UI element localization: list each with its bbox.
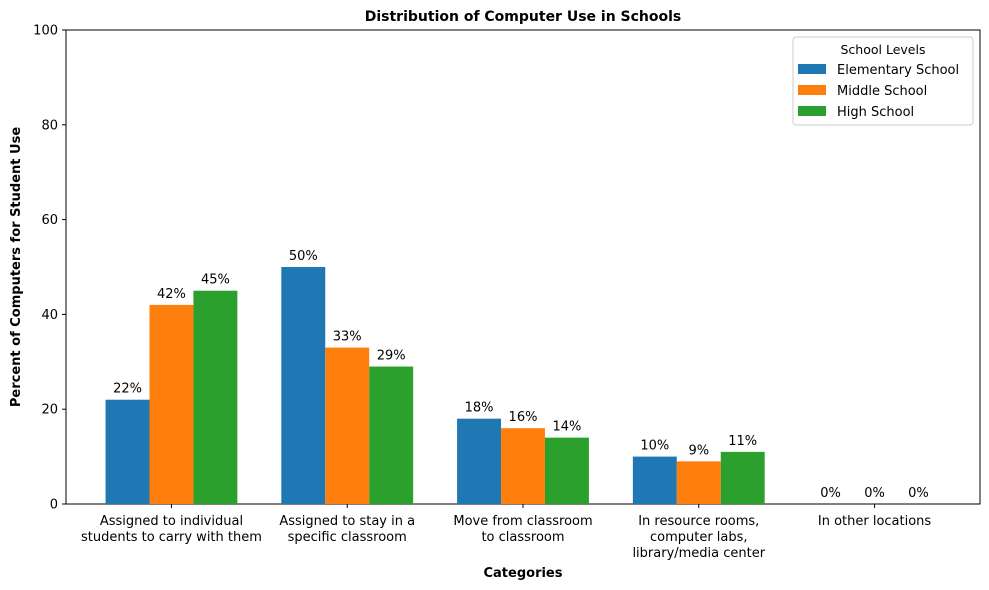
data-label: 10% (640, 439, 669, 454)
bar-1-2 (501, 428, 545, 504)
data-label: 0% (908, 486, 929, 501)
x-tick-label: Assigned to individual students to carry … (81, 514, 262, 545)
data-label: 18% (465, 401, 494, 416)
data-label: 14% (552, 420, 581, 435)
bar-2-2 (544, 437, 589, 504)
bar-1-3 (676, 461, 721, 504)
data-label: 11% (728, 434, 757, 449)
y-axis-label: Percent of Computers for Student Use (9, 127, 24, 407)
legend-box (792, 36, 974, 126)
bar-0-2 (457, 418, 502, 504)
y-tick-label: 100 (33, 24, 58, 39)
y-tick-label: 80 (41, 118, 58, 133)
legend-swatch-2 (798, 106, 826, 116)
data-label: 0% (864, 486, 885, 501)
y-tick-label: 0 (50, 498, 58, 513)
bar-0-0 (105, 399, 150, 504)
x-tick-label: Move from classroom to classroom (453, 514, 592, 545)
x-axis-label: Categories (483, 566, 562, 581)
data-label: 45% (201, 273, 230, 288)
data-label: 22% (113, 382, 142, 397)
bar-0-1 (281, 267, 326, 504)
y-tick-label: 60 (41, 213, 58, 228)
chart-title: Distribution of Computer Use in Schools (365, 9, 682, 25)
y-tick-label: 20 (41, 403, 58, 418)
data-label: 42% (157, 287, 186, 302)
bar-2-3 (720, 451, 765, 504)
legend-title: School Levels (841, 42, 926, 57)
data-label: 0% (820, 486, 841, 501)
bar-2-0 (193, 290, 238, 504)
data-label: 33% (333, 330, 362, 345)
x-tick-label: In other locations (818, 514, 932, 529)
legend-swatch-1 (798, 85, 826, 95)
data-label: 9% (688, 443, 709, 458)
legend-label-1: Middle School (837, 84, 927, 99)
data-label: 16% (509, 410, 538, 425)
bar-0-3 (632, 456, 677, 504)
bar-2-1 (369, 366, 414, 504)
plot-area: 0 20 40 60 80 100 Assigned to individual studen… (33, 24, 981, 561)
y-tick-label: 40 (41, 308, 58, 323)
x-tick-label: Assigned to stay in a specific classroom (279, 514, 415, 545)
legend: School Levels Elementary School Middle Sch… (792, 36, 974, 126)
legend-label-0: Elementary School (837, 63, 959, 78)
x-tick-label: In resource rooms, computer labs, library/… (632, 514, 765, 561)
bar-1-0 (149, 304, 194, 504)
bar-1-1 (325, 347, 370, 504)
legend-swatch-0 (798, 64, 826, 74)
legend-label-2: High School (837, 105, 914, 120)
data-label: 29% (377, 349, 406, 364)
data-label: 50% (289, 249, 318, 264)
